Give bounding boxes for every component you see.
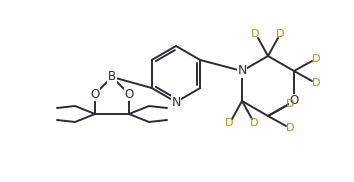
- Text: D: D: [312, 54, 321, 64]
- Text: B: B: [108, 70, 116, 84]
- Text: D: D: [312, 78, 321, 88]
- Text: D: D: [286, 123, 295, 133]
- Text: N: N: [237, 64, 247, 78]
- Text: D: D: [250, 118, 259, 128]
- Text: O: O: [289, 94, 299, 108]
- Text: D: D: [251, 29, 260, 39]
- Text: N: N: [171, 96, 181, 108]
- Text: D: D: [276, 29, 285, 39]
- Text: D: D: [286, 99, 295, 109]
- Text: O: O: [124, 88, 133, 100]
- Text: O: O: [90, 88, 99, 100]
- Text: D: D: [225, 118, 234, 128]
